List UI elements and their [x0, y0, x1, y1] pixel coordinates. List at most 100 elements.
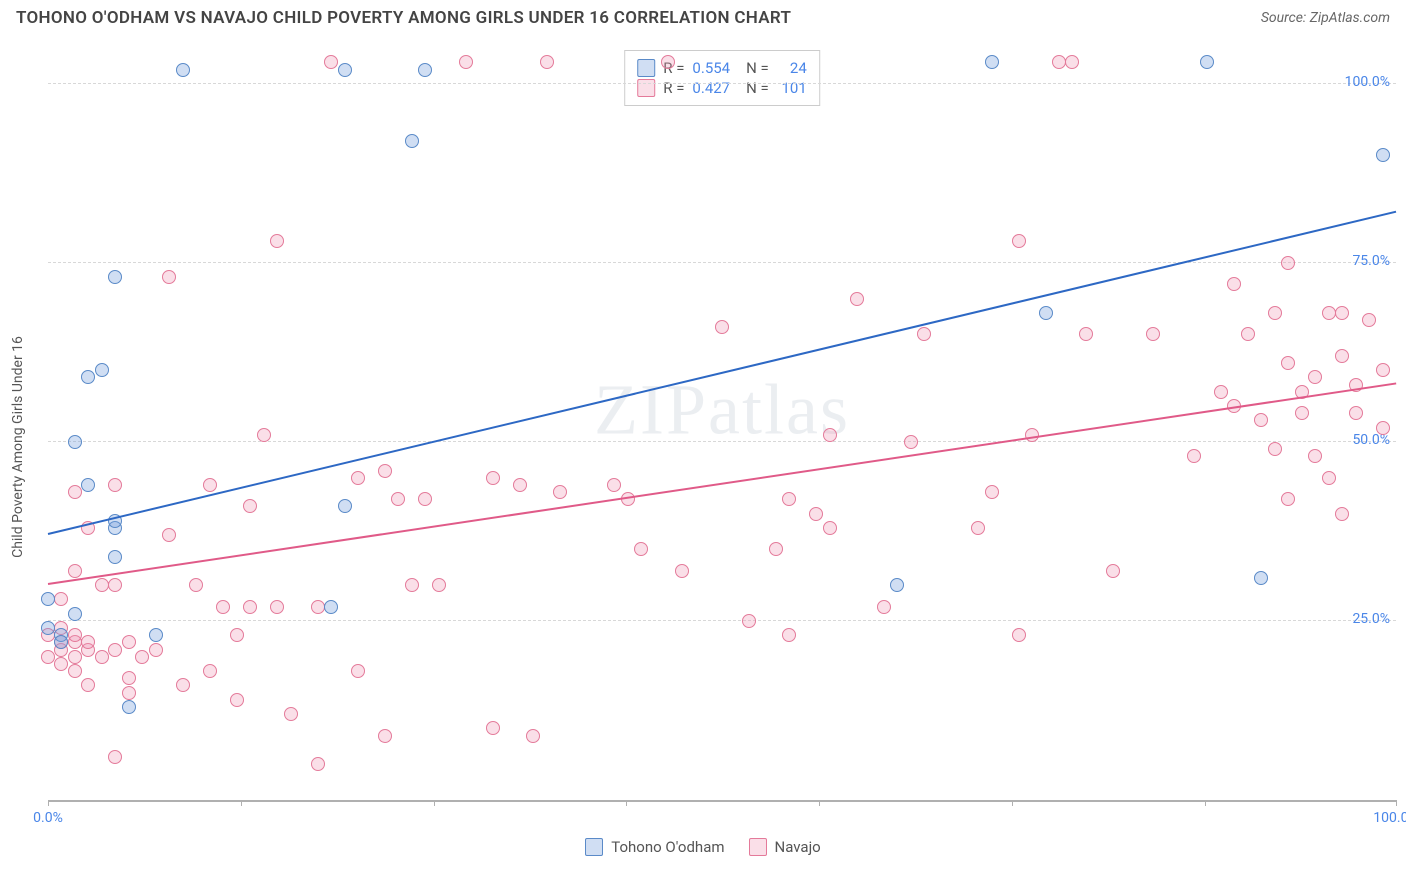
- legend-label: Tohono O'odham: [611, 838, 724, 856]
- data-point: [1322, 471, 1336, 485]
- x-tick: [626, 800, 627, 806]
- data-point: [216, 600, 230, 614]
- data-point: [81, 678, 95, 692]
- data-point: [108, 550, 122, 564]
- data-point: [68, 664, 82, 678]
- data-point: [1335, 306, 1349, 320]
- data-point: [1065, 55, 1079, 69]
- data-point: [661, 55, 675, 69]
- data-point: [257, 428, 271, 442]
- gridline: [48, 83, 1396, 84]
- data-point: [108, 750, 122, 764]
- data-point: [1146, 327, 1160, 341]
- gridline: [48, 441, 1396, 442]
- data-point: [917, 327, 931, 341]
- x-tick: [48, 800, 49, 806]
- data-point: [634, 542, 648, 556]
- data-point: [68, 650, 82, 664]
- data-point: [1254, 413, 1268, 427]
- x-tick: [1396, 800, 1397, 806]
- data-point: [162, 270, 176, 284]
- x-tick: [1205, 800, 1206, 806]
- stat-n-value: 101: [777, 79, 807, 97]
- data-point: [823, 428, 837, 442]
- data-point: [108, 643, 122, 657]
- stats-row: R =0.427N =101: [637, 79, 807, 97]
- data-point: [1241, 327, 1255, 341]
- data-point: [41, 592, 55, 606]
- data-point: [189, 578, 203, 592]
- data-point: [513, 478, 527, 492]
- data-point: [1227, 277, 1241, 291]
- legend-swatch: [585, 838, 603, 856]
- data-point: [526, 729, 540, 743]
- data-point: [1012, 628, 1026, 642]
- data-point: [715, 320, 729, 334]
- data-point: [809, 507, 823, 521]
- legend: Tohono O'odhamNavajo: [0, 838, 1406, 856]
- data-point: [1349, 406, 1363, 420]
- data-point: [338, 499, 352, 513]
- data-point: [270, 600, 284, 614]
- data-point: [1200, 55, 1214, 69]
- x-tick: [434, 800, 435, 806]
- data-point: [351, 471, 365, 485]
- data-point: [1012, 234, 1026, 248]
- data-point: [68, 564, 82, 578]
- chart-title: TOHONO O'ODHAM VS NAVAJO CHILD POVERTY A…: [16, 8, 791, 28]
- data-point: [1052, 55, 1066, 69]
- data-point: [850, 292, 864, 306]
- data-point: [176, 678, 190, 692]
- x-tick: [241, 800, 242, 806]
- data-point: [68, 435, 82, 449]
- data-point: [41, 621, 55, 635]
- data-point: [1281, 356, 1295, 370]
- stat-n-label: N =: [746, 79, 769, 97]
- data-point: [540, 55, 554, 69]
- data-point: [985, 485, 999, 499]
- data-point: [553, 485, 567, 499]
- data-point: [203, 664, 217, 678]
- x-tick-label: 100.0%: [1373, 810, 1406, 826]
- stat-r-value: 0.554: [692, 59, 730, 77]
- data-point: [1308, 449, 1322, 463]
- data-point: [122, 700, 136, 714]
- data-point: [95, 578, 109, 592]
- data-point: [1187, 449, 1201, 463]
- data-point: [149, 628, 163, 642]
- data-point: [378, 464, 392, 478]
- data-point: [782, 492, 796, 506]
- data-point: [68, 628, 82, 642]
- data-point: [338, 63, 352, 77]
- data-point: [149, 643, 163, 657]
- data-point: [1322, 306, 1336, 320]
- data-point: [41, 650, 55, 664]
- data-point: [769, 542, 783, 556]
- data-point: [823, 521, 837, 535]
- x-tick: [1012, 800, 1013, 806]
- data-point: [81, 478, 95, 492]
- data-point: [122, 686, 136, 700]
- data-point: [1039, 306, 1053, 320]
- data-point: [162, 528, 176, 542]
- data-point: [54, 635, 68, 649]
- gridline: [48, 262, 1396, 263]
- data-point: [877, 600, 891, 614]
- data-point: [108, 478, 122, 492]
- data-point: [378, 729, 392, 743]
- data-point: [405, 578, 419, 592]
- y-tick-label: 75.0%: [1352, 253, 1390, 269]
- data-point: [1308, 370, 1322, 384]
- data-point: [1254, 571, 1268, 585]
- data-point: [1376, 363, 1390, 377]
- stat-n-value: 24: [777, 59, 807, 77]
- data-point: [1079, 327, 1093, 341]
- data-point: [230, 628, 244, 642]
- data-point: [68, 485, 82, 499]
- data-point: [1281, 492, 1295, 506]
- data-point: [432, 578, 446, 592]
- data-point: [351, 664, 365, 678]
- legend-item: Tohono O'odham: [585, 838, 724, 856]
- data-point: [391, 492, 405, 506]
- data-point: [459, 55, 473, 69]
